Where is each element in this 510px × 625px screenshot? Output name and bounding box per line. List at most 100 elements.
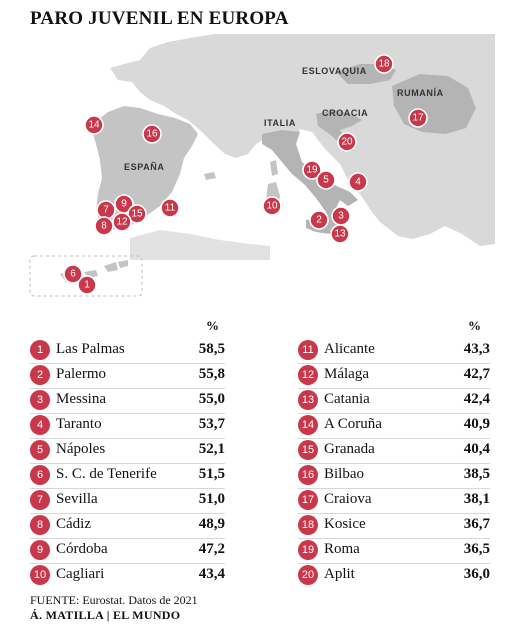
percent-header-left: % — [206, 318, 219, 333]
svg-text:1: 1 — [84, 280, 90, 291]
ranking-table-right: 11 Alicante 43,3 12 Málaga 42,7 13 Catania 42,… — [298, 339, 490, 588]
svg-text:20: 20 — [341, 137, 353, 148]
rank-badge: 9 — [30, 540, 50, 560]
rank-badge: 7 — [30, 490, 50, 510]
rank-badge: 19 — [298, 540, 318, 560]
rank-badge: 12 — [298, 365, 318, 385]
label-espana: ESPAÑA — [124, 162, 164, 172]
city-name: Bilbao — [324, 466, 364, 482]
svg-text:11: 11 — [165, 203, 176, 214]
canary-islands — [60, 260, 128, 282]
table-row: 17 Craiova 38,1 — [298, 489, 490, 514]
city-value: 36,7 — [463, 516, 490, 532]
credit-line: Á. MATILLA | EL MUNDO — [30, 608, 181, 622]
table-row: 10 Cagliari 43,4 — [30, 564, 225, 588]
rank-badge: 20 — [298, 565, 318, 585]
table-row: 1 Las Palmas 58,5 — [30, 339, 225, 364]
rank-badge: 18 — [298, 515, 318, 535]
table-row: 3 Messina 55,0 — [30, 389, 225, 414]
rank-badge: 10 — [30, 565, 50, 585]
city-marker-4: 4 — [348, 172, 368, 192]
rank-badge: 16 — [298, 465, 318, 485]
svg-text:14: 14 — [88, 120, 100, 131]
table-row: 11 Alicante 43,3 — [298, 339, 490, 364]
city-name: Kosice — [324, 516, 366, 532]
city-name: Palermo — [56, 366, 106, 382]
city-marker-2: 2 — [309, 210, 329, 230]
svg-text:19: 19 — [306, 165, 318, 176]
rank-badge: 8 — [30, 515, 50, 535]
table-row: 5 Nápoles 52,1 — [30, 439, 225, 464]
city-marker-20: 20 — [337, 132, 357, 152]
rank-badge: 17 — [298, 490, 318, 510]
city-marker-14: 14 — [84, 115, 104, 135]
city-name: Taranto — [56, 416, 102, 432]
rank-badge: 1 — [30, 340, 50, 360]
svg-text:12: 12 — [116, 217, 128, 228]
city-name: Catania — [324, 391, 370, 407]
svg-text:4: 4 — [355, 177, 361, 188]
city-name: Cagliari — [56, 566, 105, 582]
corsica-island — [270, 160, 278, 176]
city-name: Cádiz — [56, 516, 91, 532]
label-croacia: CROACIA — [322, 108, 368, 118]
city-value: 52,1 — [198, 441, 225, 457]
city-value: 43,4 — [198, 566, 225, 582]
city-marker-19: 19 — [302, 160, 322, 180]
city-value: 38,1 — [463, 491, 490, 507]
ranking-table-left: 1 Las Palmas 58,5 2 Palermo 55,8 3 Messina 55,… — [30, 339, 225, 588]
svg-text:5: 5 — [323, 175, 329, 186]
city-value: 55,0 — [198, 391, 225, 407]
table-row: 16 Bilbao 38,5 — [298, 464, 490, 489]
rank-badge: 3 — [30, 390, 50, 410]
city-name: Alicante — [324, 341, 375, 357]
europe-map: ESLOVAQUIA RUMANÍA ITALIA CROACIA ESPAÑA… — [29, 34, 495, 297]
page-title: PARO JUVENIL EN EUROPA — [30, 8, 289, 29]
city-marker-6: 6 — [63, 264, 83, 284]
city-value: 53,7 — [198, 416, 225, 432]
rank-badge: 4 — [30, 415, 50, 435]
city-value: 40,4 — [463, 441, 490, 457]
table-row: 20 Aplit 36,0 — [298, 564, 490, 588]
city-value: 42,4 — [463, 391, 490, 407]
city-value: 43,3 — [463, 341, 490, 357]
city-marker-13: 13 — [330, 224, 350, 244]
city-value: 51,0 — [198, 491, 225, 507]
svg-text:3: 3 — [338, 211, 344, 222]
city-marker-17: 17 — [408, 108, 428, 128]
svg-text:13: 13 — [334, 229, 346, 240]
city-name: Sevilla — [56, 491, 98, 507]
city-value: 55,8 — [198, 366, 225, 382]
percent-header-right: % — [468, 318, 481, 333]
city-value: 47,2 — [198, 541, 225, 557]
city-marker-3: 3 — [331, 206, 351, 226]
city-value: 51,5 — [198, 466, 225, 482]
svg-text:18: 18 — [378, 59, 390, 70]
city-marker-1: 1 — [77, 275, 97, 295]
svg-text:8: 8 — [101, 221, 107, 232]
city-marker-5: 5 — [316, 170, 336, 190]
rank-badge: 2 — [30, 365, 50, 385]
city-value: 58,5 — [198, 341, 225, 357]
label-eslovaquia: ESLOVAQUIA — [302, 66, 367, 76]
city-marker-8: 8 — [94, 216, 114, 236]
table-row: 7 Sevilla 51,0 — [30, 489, 225, 514]
city-name: Roma — [324, 541, 360, 557]
city-marker-18: 18 — [374, 54, 394, 74]
source-note: FUENTE: Eurostat. Datos de 2021 — [30, 593, 198, 607]
north-africa-landmass — [130, 230, 270, 260]
table-row: 15 Granada 40,4 — [298, 439, 490, 464]
canary-inset-box — [29, 255, 143, 297]
rank-badge: 14 — [298, 415, 318, 435]
balearic-island — [204, 172, 216, 180]
table-row: 4 Taranto 53,7 — [30, 414, 225, 439]
city-marker-10: 10 — [262, 196, 282, 216]
svg-text:7: 7 — [103, 205, 109, 216]
city-marker-7: 7 — [96, 200, 116, 220]
rank-badge: 13 — [298, 390, 318, 410]
table-row: 6 S. C. de Tenerife 51,5 — [30, 464, 225, 489]
city-name: Aplit — [324, 566, 355, 582]
table-row: 18 Kosice 36,7 — [298, 514, 490, 539]
city-value: 48,9 — [198, 516, 225, 532]
table-row: 8 Cádiz 48,9 — [30, 514, 225, 539]
